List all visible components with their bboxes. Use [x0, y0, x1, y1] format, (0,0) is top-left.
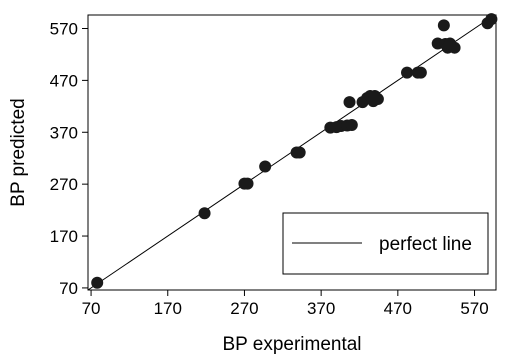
legend: perfect line	[282, 212, 489, 275]
y-tick-label: 470	[50, 71, 78, 90]
data-point	[343, 96, 356, 109]
plot-area: 70 170 270 370 470 570 70 170 270 370 470 570 BP exp…	[8, 13, 498, 355]
data-point	[293, 146, 306, 159]
y-tick-label: 570	[50, 19, 78, 38]
x-tick-label: 170	[154, 299, 182, 318]
data-point	[414, 66, 427, 79]
y-tick-label: 370	[50, 123, 78, 142]
y-tick-label: 170	[50, 227, 78, 246]
data-point	[485, 13, 498, 26]
data-point	[259, 160, 272, 173]
data-point	[241, 177, 254, 190]
y-tick-label: 270	[50, 175, 78, 194]
x-tick-label: 470	[384, 299, 412, 318]
legend-label: perfect line	[379, 234, 472, 255]
data-point	[437, 19, 450, 32]
y-axis-title: BP predicted	[8, 98, 29, 206]
x-tick-label: 370	[307, 299, 335, 318]
y-tick-label: 70	[59, 279, 78, 298]
data-point	[448, 41, 461, 54]
data-point	[91, 276, 104, 289]
x-tick-label: 270	[230, 299, 258, 318]
data-point	[198, 207, 211, 220]
x-axis-title: BP experimental	[222, 334, 361, 355]
data-point	[371, 93, 384, 106]
x-tick-label: 570	[460, 299, 488, 318]
data-point	[401, 66, 414, 79]
data-point	[345, 119, 358, 131]
plot-frame	[87, 14, 497, 291]
x-tick-label: 70	[82, 299, 101, 318]
